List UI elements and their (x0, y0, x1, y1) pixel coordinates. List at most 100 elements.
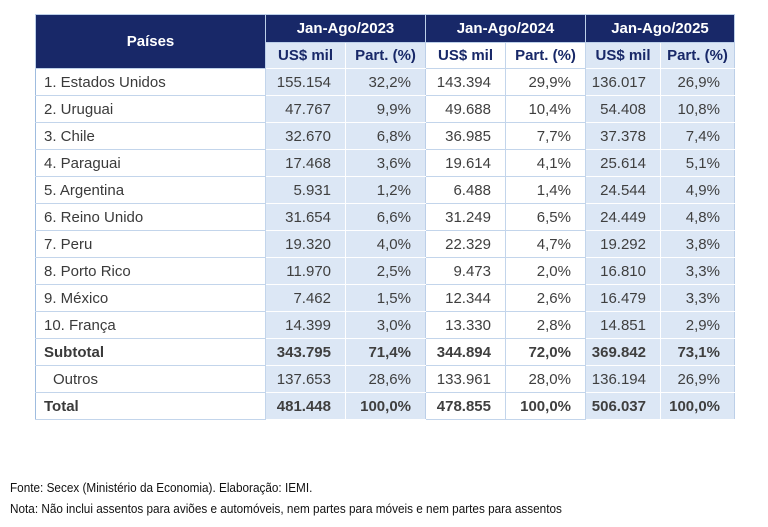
share-cell: 4,7% (505, 230, 586, 258)
value-cell: 9.473 (425, 257, 506, 285)
table-row: 6. Reino Unido 31.654 6,6% 31.249 6,5% 2… (35, 203, 735, 231)
value-cell: 155.154 (265, 68, 346, 96)
value-cell: 37.378 (585, 122, 661, 150)
value-cell: 13.330 (425, 311, 506, 339)
table-row: 2. Uruguai 47.767 9,9% 49.688 10,4% 54.4… (35, 95, 735, 123)
table-header-row: Países Jan-Ago/2023 Jan-Ago/2024 Jan-Ago… (35, 14, 735, 69)
share-cell: 6,6% (345, 203, 426, 231)
value-cell: 32.670 (265, 122, 346, 150)
value-cell: 31.249 (425, 203, 506, 231)
share-cell: 2,6% (505, 284, 586, 312)
group-header-2025: Jan-Ago/2025 (585, 14, 735, 43)
share-cell: 10,4% (505, 95, 586, 123)
value-cell: 481.448 (265, 392, 346, 420)
table-subheader-row: US$ mil Part. (%) US$ mil Part. (%) US$ … (36, 42, 735, 69)
share-cell: 73,1% (660, 338, 735, 366)
value-cell: 506.037 (585, 392, 661, 420)
subtotal-label-cell: Subtotal (35, 338, 266, 366)
value-cell: 11.970 (265, 257, 346, 285)
value-cell: 25.614 (585, 149, 661, 177)
share-cell: 1,2% (345, 176, 426, 204)
share-cell: 4,8% (660, 203, 735, 231)
share-cell: 2,5% (345, 257, 426, 285)
share-cell: 6,8% (345, 122, 426, 150)
share-cell: 2,9% (660, 311, 735, 339)
value-cell: 19.320 (265, 230, 346, 258)
value-cell: 12.344 (425, 284, 506, 312)
value-cell: 143.394 (425, 68, 506, 96)
share-cell: 32,2% (345, 68, 426, 96)
table-row: 3. Chile 32.670 6,8% 36.985 7,7% 37.378 … (35, 122, 735, 150)
value-cell: 344.894 (425, 338, 506, 366)
subheader-share-2023: Part. (%) (345, 42, 426, 69)
value-cell: 6.488 (425, 176, 506, 204)
share-cell: 100,0% (505, 392, 586, 420)
subtotal-row: Subtotal 343.795 71,4% 344.894 72,0% 369… (35, 338, 735, 366)
share-cell: 3,3% (660, 257, 735, 285)
exports-by-country-table: Países Jan-Ago/2023 Jan-Ago/2024 Jan-Ago… (35, 14, 735, 420)
share-cell: 26,9% (660, 68, 735, 96)
others-label-cell: Outros (35, 365, 266, 393)
country-cell: 2. Uruguai (35, 95, 266, 123)
country-cell: 8. Porto Rico (35, 257, 266, 285)
share-cell: 6,5% (505, 203, 586, 231)
value-cell: 7.462 (265, 284, 346, 312)
country-cell: 10. França (35, 311, 266, 339)
share-cell: 9,9% (345, 95, 426, 123)
total-label-cell: Total (35, 392, 266, 420)
share-cell: 100,0% (660, 392, 735, 420)
country-cell: 4. Paraguai (35, 149, 266, 177)
country-cell: 5. Argentina (35, 176, 266, 204)
value-cell: 14.851 (585, 311, 661, 339)
subheader-usd-2024: US$ mil (425, 42, 506, 69)
table-row: 5. Argentina 5.931 1,2% 6.488 1,4% 24.54… (35, 176, 735, 204)
group-header-2023: Jan-Ago/2023 (265, 14, 426, 43)
country-cell: 9. México (35, 284, 266, 312)
value-cell: 36.985 (425, 122, 506, 150)
share-cell: 29,9% (505, 68, 586, 96)
share-cell: 3,0% (345, 311, 426, 339)
country-cell: 3. Chile (35, 122, 266, 150)
share-cell: 1,5% (345, 284, 426, 312)
table-row: 7. Peru 19.320 4,0% 22.329 4,7% 19.292 3… (35, 230, 735, 258)
scope-note: Nota: Não inclui assentos para aviões e … (10, 502, 562, 516)
country-cell: 7. Peru (35, 230, 266, 258)
table-row: 1. Estados Unidos 155.154 32,2% 143.394 … (35, 68, 735, 96)
share-cell: 26,9% (660, 365, 735, 393)
country-cell: 1. Estados Unidos (35, 68, 266, 96)
share-cell: 100,0% (345, 392, 426, 420)
countries-header-cell: Países (35, 14, 266, 69)
value-cell: 19.614 (425, 149, 506, 177)
share-cell: 3,8% (660, 230, 735, 258)
value-cell: 24.544 (585, 176, 661, 204)
value-cell: 14.399 (265, 311, 346, 339)
value-cell: 133.961 (425, 365, 506, 393)
value-cell: 343.795 (265, 338, 346, 366)
total-row: Total 481.448 100,0% 478.855 100,0% 506.… (35, 392, 735, 420)
share-cell: 2,8% (505, 311, 586, 339)
others-row: Outros 137.653 28,6% 133.961 28,0% 136.1… (35, 365, 735, 393)
value-cell: 5.931 (265, 176, 346, 204)
value-cell: 16.479 (585, 284, 661, 312)
value-cell: 478.855 (425, 392, 506, 420)
value-cell: 19.292 (585, 230, 661, 258)
share-cell: 28,6% (345, 365, 426, 393)
share-cell: 7,4% (660, 122, 735, 150)
value-cell: 136.194 (585, 365, 661, 393)
share-cell: 28,0% (505, 365, 586, 393)
group-header-2024: Jan-Ago/2024 (425, 14, 586, 43)
table-row: 4. Paraguai 17.468 3,6% 19.614 4,1% 25.6… (35, 149, 735, 177)
share-cell: 7,7% (505, 122, 586, 150)
country-cell: 6. Reino Unido (35, 203, 266, 231)
share-cell: 4,1% (505, 149, 586, 177)
table-row: 8. Porto Rico 11.970 2,5% 9.473 2,0% 16.… (35, 257, 735, 285)
share-cell: 72,0% (505, 338, 586, 366)
subheader-share-2024: Part. (%) (505, 42, 586, 69)
share-cell: 10,8% (660, 95, 735, 123)
share-cell: 3,3% (660, 284, 735, 312)
value-cell: 24.449 (585, 203, 661, 231)
value-cell: 47.767 (265, 95, 346, 123)
value-cell: 22.329 (425, 230, 506, 258)
value-cell: 16.810 (585, 257, 661, 285)
